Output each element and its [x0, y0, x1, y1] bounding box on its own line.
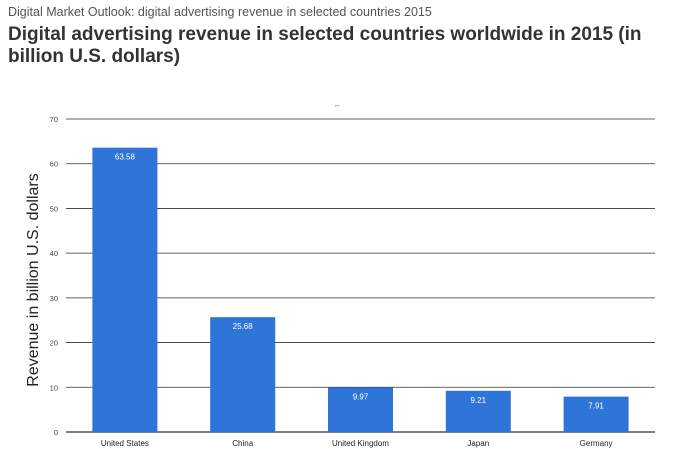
labels: 0 10 20 30 40 50 60 70 63.58 United States 25.68 Ch… [50, 115, 613, 448]
y-tick-label: 70 [50, 115, 58, 124]
y-tick-label: 40 [50, 249, 58, 258]
y-tick-label: 0 [54, 428, 58, 437]
y-tick-label: 30 [50, 294, 58, 303]
data-label: 63.58 [115, 153, 136, 162]
y-tick-label: 50 [50, 204, 58, 213]
y-tick-label: 60 [50, 160, 58, 169]
data-label: 7.91 [588, 402, 604, 411]
data-label: 9.97 [353, 392, 369, 401]
y-tick-label: 20 [50, 339, 58, 348]
x-tick-label: Japan [467, 439, 489, 448]
bar-china [210, 317, 276, 432]
data-label: 25.68 [233, 322, 254, 331]
x-tick-label: Germany [580, 439, 613, 448]
y-axis-title: Revenue in billion U.S. dollars [25, 173, 42, 386]
page-kicker: Digital Market Outlook: digital advertis… [8, 5, 432, 19]
x-tick-label: United Kingdom [332, 439, 389, 448]
bar-japan [445, 390, 511, 432]
data-label: 9.21 [471, 396, 487, 405]
bars [92, 147, 629, 432]
x-tick-label: China [232, 439, 253, 448]
x-tick-label: United States [101, 439, 149, 448]
bar-united-states [92, 147, 158, 432]
bar-united-kingdom [328, 387, 393, 432]
legend-mark: -- [335, 103, 340, 110]
y-tick-label: 10 [50, 383, 58, 392]
bar-germany [563, 396, 629, 432]
page-title: Digital advertising revenue in selected … [8, 24, 642, 67]
